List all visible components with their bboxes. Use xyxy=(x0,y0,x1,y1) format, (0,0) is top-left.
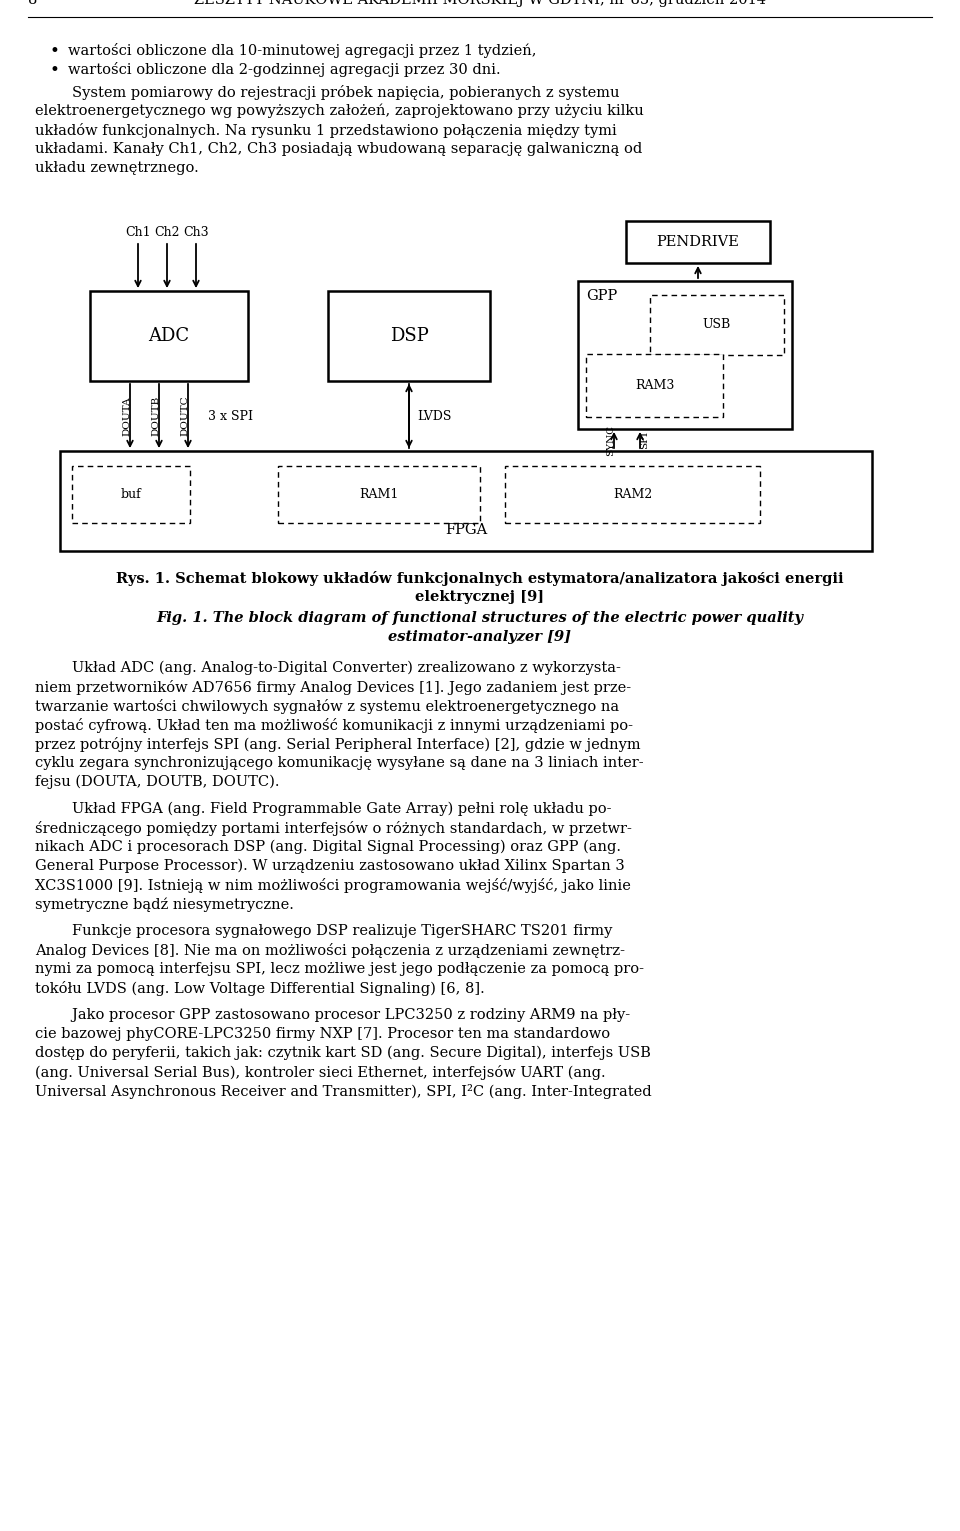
Text: dostęp do peryferii, takich jak: czytnik kart SD (ang. Secure Digital), interfej: dostęp do peryferii, takich jak: czytnik… xyxy=(35,1046,651,1061)
Text: •: • xyxy=(50,43,60,60)
Text: DOUTB: DOUTB xyxy=(152,397,160,436)
Text: SYNC: SYNC xyxy=(607,424,615,456)
Bar xyxy=(90,291,248,381)
Text: wartości obliczone dla 2-godzinnej agregacji przez 30 dni.: wartości obliczone dla 2-godzinnej agreg… xyxy=(68,61,500,77)
Text: (ang. Universal Serial Bus), kontroler sieci Ethernet, interfejsów UART (ang.: (ang. Universal Serial Bus), kontroler s… xyxy=(35,1066,606,1079)
Bar xyxy=(278,465,480,524)
Text: Funkcje procesora sygnałowego DSP realizuje TigerSHARC TS201 firmy: Funkcje procesora sygnałowego DSP realiz… xyxy=(35,925,612,939)
Bar xyxy=(650,295,784,355)
Text: Ch3: Ch3 xyxy=(183,227,209,239)
Text: elektroenergetycznego wg powyższych założeń, zaprojektowano przy użyciu kilku: elektroenergetycznego wg powyższych zało… xyxy=(35,104,644,118)
Text: nymi za pomocą interfejsu SPI, lecz możliwe jest jego podłączenie za pomocą pro-: nymi za pomocą interfejsu SPI, lecz możl… xyxy=(35,961,644,975)
Text: cyklu zegara synchronizującego komunikację wysyłane są dane na 3 liniach inter-: cyklu zegara synchronizującego komunikac… xyxy=(35,756,643,770)
Text: GPP: GPP xyxy=(586,289,617,303)
Text: układami. Kanały Ch1, Ch2, Ch3 posiadają wbudowaną separację galwaniczną od: układami. Kanały Ch1, Ch2, Ch3 posiadają… xyxy=(35,142,642,156)
Text: General Purpose Processor). W urządzeniu zastosowano układ Xilinx Spartan 3: General Purpose Processor). W urządzeniu… xyxy=(35,859,625,873)
Bar xyxy=(72,465,190,524)
Text: układów funkcjonalnych. Na rysunku 1 przedstawiono połączenia między tymi: układów funkcjonalnych. Na rysunku 1 prz… xyxy=(35,122,616,138)
Text: nikach ADC i procesorach DSP (ang. Digital Signal Processing) oraz GPP (ang.: nikach ADC i procesorach DSP (ang. Digit… xyxy=(35,841,621,854)
Text: cie bazowej phyCORE-LPC3250 firmy NXP [7]. Procesor ten ma standardowo: cie bazowej phyCORE-LPC3250 firmy NXP [7… xyxy=(35,1027,611,1041)
Text: buf: buf xyxy=(121,488,141,501)
Text: FPGA: FPGA xyxy=(444,524,487,537)
Text: XC3S1000 [9]. Istnieją w nim możliwości programowania wejść/wyjść, jako linie: XC3S1000 [9]. Istnieją w nim możliwości … xyxy=(35,877,631,893)
Text: LVDS: LVDS xyxy=(417,409,451,423)
Text: symetryczne bądź niesymetryczne.: symetryczne bądź niesymetryczne. xyxy=(35,897,294,911)
Text: postać cyfrową. Układ ten ma możliwość komunikacji z innymi urządzeniami po-: postać cyfrową. Układ ten ma możliwość k… xyxy=(35,718,633,733)
Text: 8: 8 xyxy=(28,0,37,8)
Bar xyxy=(60,452,872,551)
Text: RAM3: RAM3 xyxy=(635,380,674,392)
Text: niem przetworników AD7656 firmy Analog Devices [1]. Jego zadaniem jest prze-: niem przetworników AD7656 firmy Analog D… xyxy=(35,680,631,695)
Text: Analog Devices [8]. Nie ma on możliwości połączenia z urządzeniami zewnętrz-: Analog Devices [8]. Nie ma on możliwości… xyxy=(35,943,625,958)
Text: Fig. 1. The block diagram of functional structures of the electric power quality: Fig. 1. The block diagram of functional … xyxy=(156,611,804,625)
Text: średniczącego pomiędzy portami interfejsów o różnych standardach, w przetwr-: średniczącego pomiędzy portami interfejs… xyxy=(35,821,632,836)
Text: układu zewnętrznego.: układu zewnętrznego. xyxy=(35,161,199,175)
Bar xyxy=(626,220,770,263)
Text: PENDRIVE: PENDRIVE xyxy=(657,234,739,250)
Text: Układ FPGA (ang. Field Programmable Gate Array) pełni rolę układu po-: Układ FPGA (ang. Field Programmable Gate… xyxy=(35,802,612,816)
Text: System pomiarowy do rejestracji próbek napięcia, pobieranych z systemu: System pomiarowy do rejestracji próbek n… xyxy=(35,86,619,100)
Text: ZESZYTY NAUKOWE AKADEMII MORSKIEJ W GDYNI, nr 85, grudzień 2014: ZESZYTY NAUKOWE AKADEMII MORSKIEJ W GDYN… xyxy=(194,0,766,8)
Text: twarzanie wartości chwilowych sygnałów z systemu elektroenergetycznego na: twarzanie wartości chwilowych sygnałów z… xyxy=(35,700,619,713)
Bar xyxy=(586,354,723,416)
Text: Rys. 1. Schemat blokowy układów funkcjonalnych estymatora/analizatora jakości en: Rys. 1. Schemat blokowy układów funkcjon… xyxy=(116,571,844,586)
Bar xyxy=(505,465,760,524)
Bar xyxy=(328,291,490,381)
Text: ADC: ADC xyxy=(149,328,189,344)
Bar xyxy=(578,282,792,429)
Text: DSP: DSP xyxy=(390,328,428,344)
Text: 3 x SPI: 3 x SPI xyxy=(208,409,253,423)
Text: DOUTC: DOUTC xyxy=(180,395,189,436)
Text: estimator-analyzer [9]: estimator-analyzer [9] xyxy=(389,629,571,645)
Text: Ch2: Ch2 xyxy=(155,227,180,239)
Text: przez potrójny interfejs SPI (ang. Serial Peripheral Interface) [2], gdzie w jed: przez potrójny interfejs SPI (ang. Seria… xyxy=(35,736,640,752)
Text: Układ ADC (ang. Analog-to-Digital Converter) zrealizowano z wykorzysta-: Układ ADC (ang. Analog-to-Digital Conver… xyxy=(35,661,621,675)
Text: wartości obliczone dla 10-minutowej agregacji przez 1 tydzień,: wartości obliczone dla 10-minutowej agre… xyxy=(68,43,537,58)
Text: fejsu (DOUTA, DOUTB, DOUTC).: fejsu (DOUTA, DOUTB, DOUTC). xyxy=(35,775,279,790)
Text: Universal Asynchronous Receiver and Transmitter), SPI, I²C (ang. Inter-Integrate: Universal Asynchronous Receiver and Tran… xyxy=(35,1084,652,1099)
Text: USB: USB xyxy=(703,318,732,332)
Text: Jako procesor GPP zastosowano procesor LPC3250 z rodziny ARM9 na pły-: Jako procesor GPP zastosowano procesor L… xyxy=(35,1007,630,1023)
Text: RAM1: RAM1 xyxy=(359,488,398,501)
Text: Ch1: Ch1 xyxy=(125,227,151,239)
Text: DOUTA: DOUTA xyxy=(123,397,132,436)
Text: RAM2: RAM2 xyxy=(612,488,652,501)
Text: tokółu LVDS (ang. Low Voltage Differential Signaling) [6, 8].: tokółu LVDS (ang. Low Voltage Differenti… xyxy=(35,981,485,997)
Text: •: • xyxy=(50,61,60,80)
Text: elektrycznej [9]: elektrycznej [9] xyxy=(416,589,544,605)
Text: SPI: SPI xyxy=(640,430,650,449)
